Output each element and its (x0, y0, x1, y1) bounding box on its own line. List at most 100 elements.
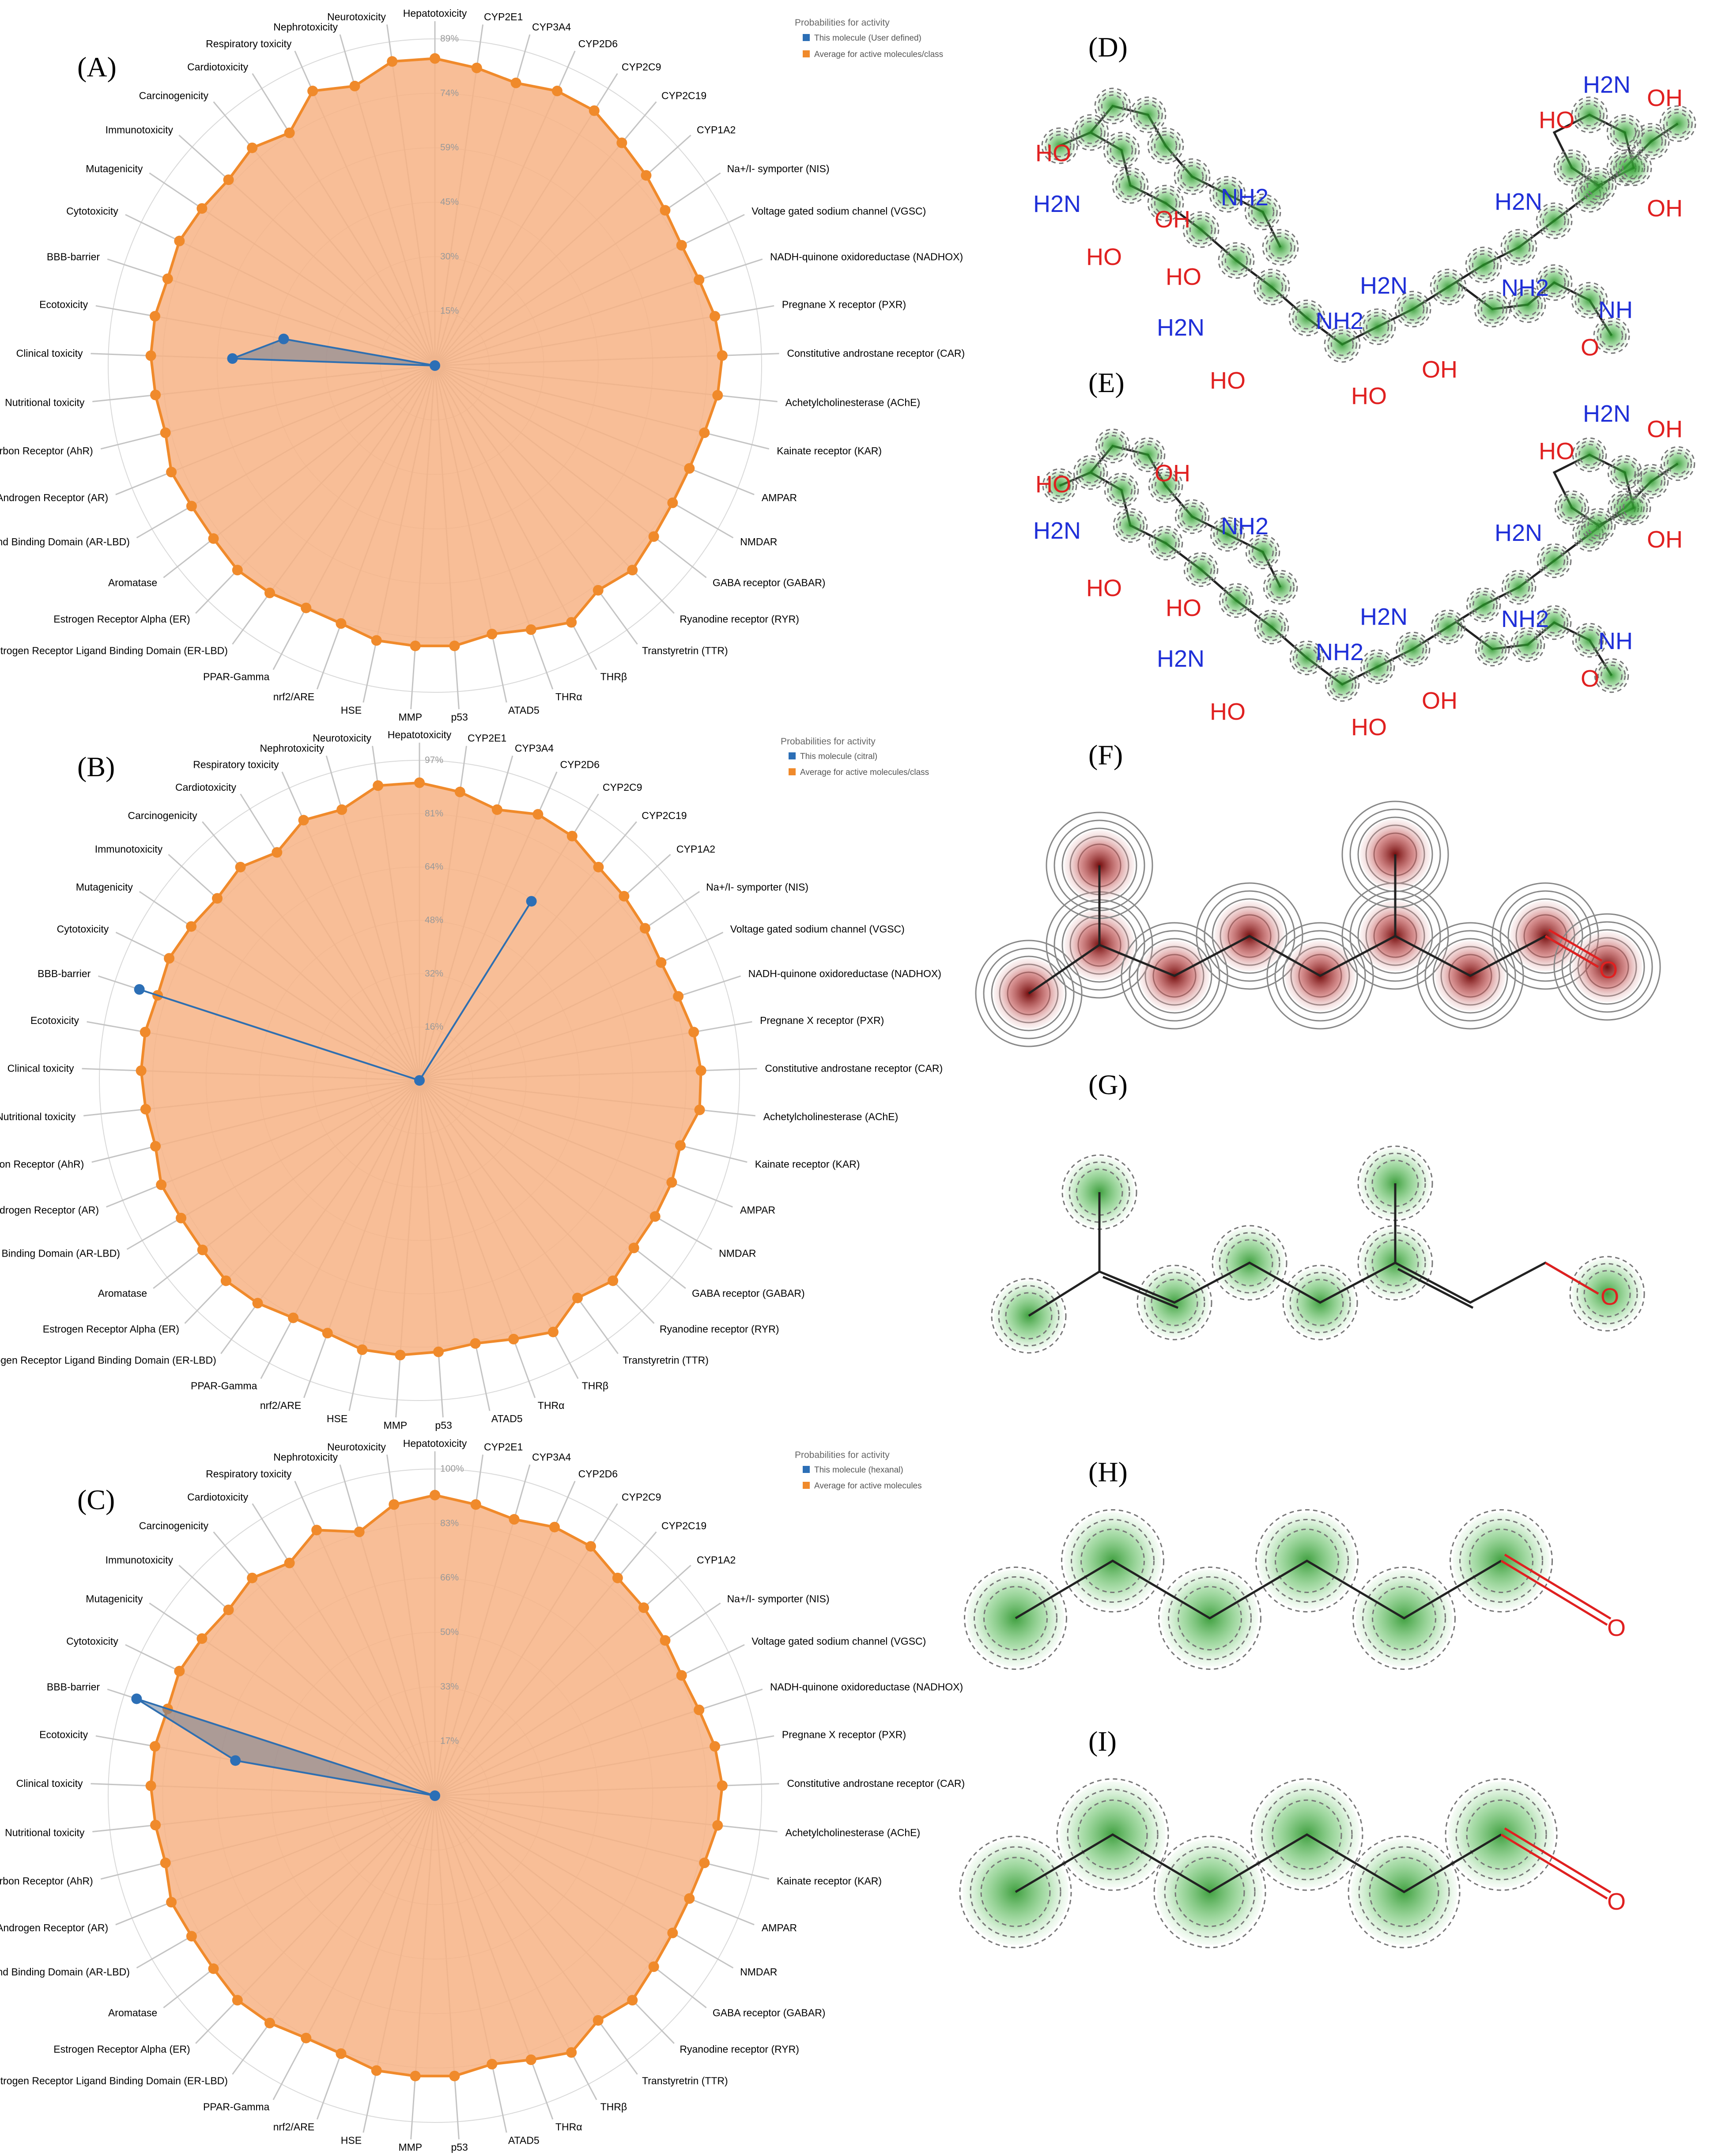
contour-ring (1398, 634, 1427, 664)
contour-ring (1633, 123, 1670, 160)
contour-ring (1275, 1529, 1339, 1593)
axis-label: Estrogen Receptor Alpha (ER) (43, 1323, 179, 1335)
contour-ring (1076, 458, 1105, 487)
skeleton-bond (1015, 1833, 1502, 1893)
average-point (449, 2070, 460, 2081)
contour-ring (1118, 174, 1142, 197)
contour-ring (1077, 1799, 1148, 1870)
contour-ring (1260, 275, 1284, 299)
molecule-structure-i: O (959, 1778, 1626, 1948)
average-point (186, 921, 197, 932)
contour-ring (1504, 573, 1533, 602)
contour-ring (1539, 268, 1569, 298)
average-point (616, 137, 627, 148)
contribution-blob (1511, 288, 1544, 321)
tick-label: 97% (425, 755, 443, 765)
axis-label: AMPAR (762, 492, 797, 503)
average-point (145, 350, 156, 361)
average-point (585, 1541, 596, 1552)
molecule-point (131, 1693, 142, 1704)
contour-ring (1189, 218, 1213, 242)
atom-label-nh2: NH2 (1221, 513, 1269, 540)
contribution-blob (1556, 492, 1588, 524)
contour-ring (1575, 626, 1604, 655)
axis-label: Mutagenicity (76, 881, 133, 893)
contour-ring (1151, 529, 1180, 558)
contour-ring (1056, 1778, 1169, 1891)
contour-ring (1248, 197, 1278, 227)
contour-ring (1212, 179, 1242, 209)
average-point (140, 1104, 151, 1115)
contour-ring (1292, 303, 1322, 333)
contour-ring (1431, 609, 1466, 645)
contour-ring (1660, 446, 1695, 481)
axis-label: Constitutive androstane receptor (CAR) (787, 347, 965, 359)
contribution-blob (1075, 457, 1106, 488)
axis-label: Aryl hydrocarbon Receptor (AhR) (0, 445, 93, 457)
contour-ring (1395, 631, 1431, 667)
contribution-blob (1185, 554, 1217, 585)
contour-ring (1540, 608, 1569, 637)
average-point (149, 1741, 160, 1752)
average-point (688, 1027, 699, 1038)
contour-ring (1257, 272, 1287, 302)
atom-label-nh2: NH2 (1316, 639, 1363, 665)
legend-average: Average for active molecules (814, 1481, 922, 1491)
axis-label: Mutagenicity (86, 1593, 143, 1605)
average-point (649, 1211, 661, 1222)
contribution-blob (1255, 270, 1288, 304)
average-point (371, 635, 382, 646)
contour-ring (1098, 91, 1128, 121)
contour-ring (1362, 1576, 1446, 1660)
average-point (593, 2015, 604, 2026)
contribution-blob (1044, 470, 1076, 502)
average-point (667, 1927, 678, 1938)
contribution-blob (1582, 169, 1615, 202)
atom-label-oh: OH (1155, 460, 1190, 487)
molecule-series-area (136, 1698, 435, 1797)
contour-ring (1469, 590, 1498, 619)
contribution-blob (1325, 328, 1359, 361)
contour-ring (1475, 631, 1510, 667)
contribution-blob (1573, 98, 1606, 132)
contour-ring (1147, 185, 1184, 222)
contour-ring (1076, 117, 1106, 147)
average-series-area (149, 57, 724, 647)
axis-label: CYP2C19 (661, 90, 706, 102)
axis-label: Cytotoxicity (66, 1635, 118, 1647)
axis-label: Aryl hydrocarbon Receptor (AhR) (0, 1158, 84, 1170)
contribution-blob (1467, 248, 1500, 282)
axis-label: Cytotoxicity (57, 923, 109, 935)
contour-ring (1364, 1152, 1426, 1214)
average-point (470, 1499, 481, 1510)
contour-ring (1357, 1225, 1433, 1301)
axis-label: Androgen Receptor Ligand Binding Domain … (0, 536, 130, 547)
legend-b: Probabilities for activity This molecule… (781, 736, 929, 777)
legend-average: Average for active molecules/class (814, 50, 943, 59)
contour-ring (1103, 132, 1140, 169)
average-point (174, 1665, 185, 1676)
atom-label-nh2: NH2 (1316, 308, 1363, 334)
contribution-halos (975, 800, 1661, 1047)
average-point (311, 1525, 322, 1536)
contribution-blob (1574, 624, 1605, 656)
contour-ring (1369, 1857, 1439, 1927)
average-point (710, 1741, 721, 1752)
contour-ring (1265, 232, 1295, 262)
axis-label: p53 (451, 711, 468, 723)
contribution-blob (1150, 527, 1182, 559)
atom-label-ho: HO (1351, 383, 1387, 409)
contour-ring (1623, 497, 1645, 519)
contour-ring (1597, 321, 1627, 351)
contribution-blob (1220, 585, 1252, 616)
contour-ring (1154, 191, 1178, 215)
contour-ring (1282, 938, 1358, 1014)
atom-label-oh: OH (1647, 416, 1683, 442)
average-point (395, 1349, 406, 1360)
contour-ring (1360, 649, 1395, 684)
axis-label: Estrogen Receptor Ligand Binding Domain … (0, 645, 228, 657)
contour-ring (1500, 229, 1537, 266)
atom-label-ho: HO (1539, 107, 1575, 133)
atom-label-nh: NH (1598, 297, 1633, 323)
average-point (336, 2048, 347, 2059)
